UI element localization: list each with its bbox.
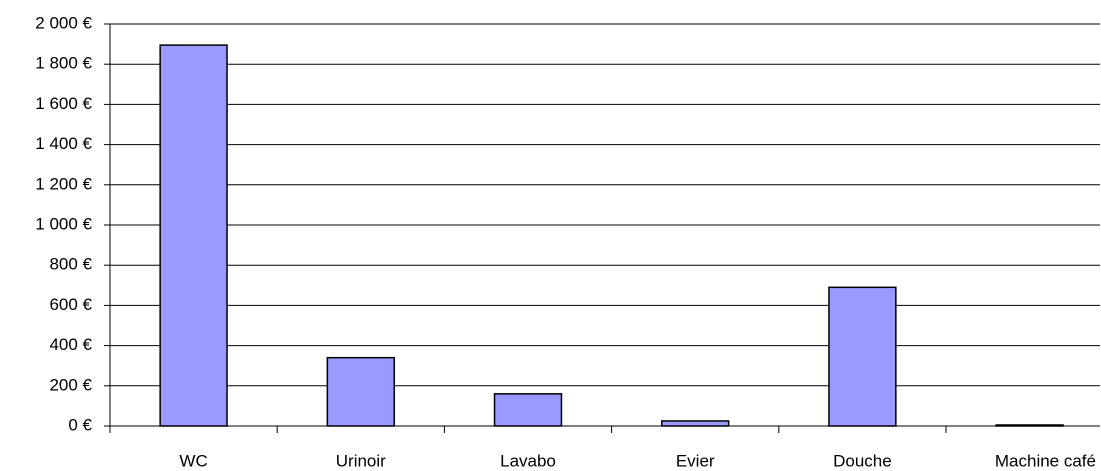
y-tick-label: 0 € (68, 415, 92, 434)
bar (995, 424, 1064, 427)
bar (493, 393, 563, 427)
bar (661, 420, 730, 427)
y-tick-label: 1 600 € (35, 94, 92, 113)
bar (326, 356, 395, 427)
y-tick-label: 1 200 € (35, 174, 92, 193)
y-tick-label: 1 400 € (35, 134, 92, 153)
x-tick-label: Douche (833, 451, 892, 470)
x-tick-label: Machine café (995, 451, 1096, 470)
y-tick-label: 2 000 € (35, 13, 92, 32)
x-tick-label: Evier (676, 451, 715, 470)
y-tick-label: 600 € (49, 295, 92, 314)
x-tick-label: WC (179, 451, 207, 470)
bar (828, 286, 897, 427)
bar (159, 44, 228, 427)
x-tick-label: Lavabo (500, 451, 556, 470)
y-tick-label: 200 € (49, 375, 92, 394)
y-tick-label: 800 € (49, 255, 92, 274)
y-tick-label: 1 800 € (35, 54, 92, 73)
y-tick-label: 1 000 € (35, 214, 92, 233)
y-tick-label: 400 € (49, 335, 92, 354)
x-tick-label: Urinoir (336, 451, 386, 470)
